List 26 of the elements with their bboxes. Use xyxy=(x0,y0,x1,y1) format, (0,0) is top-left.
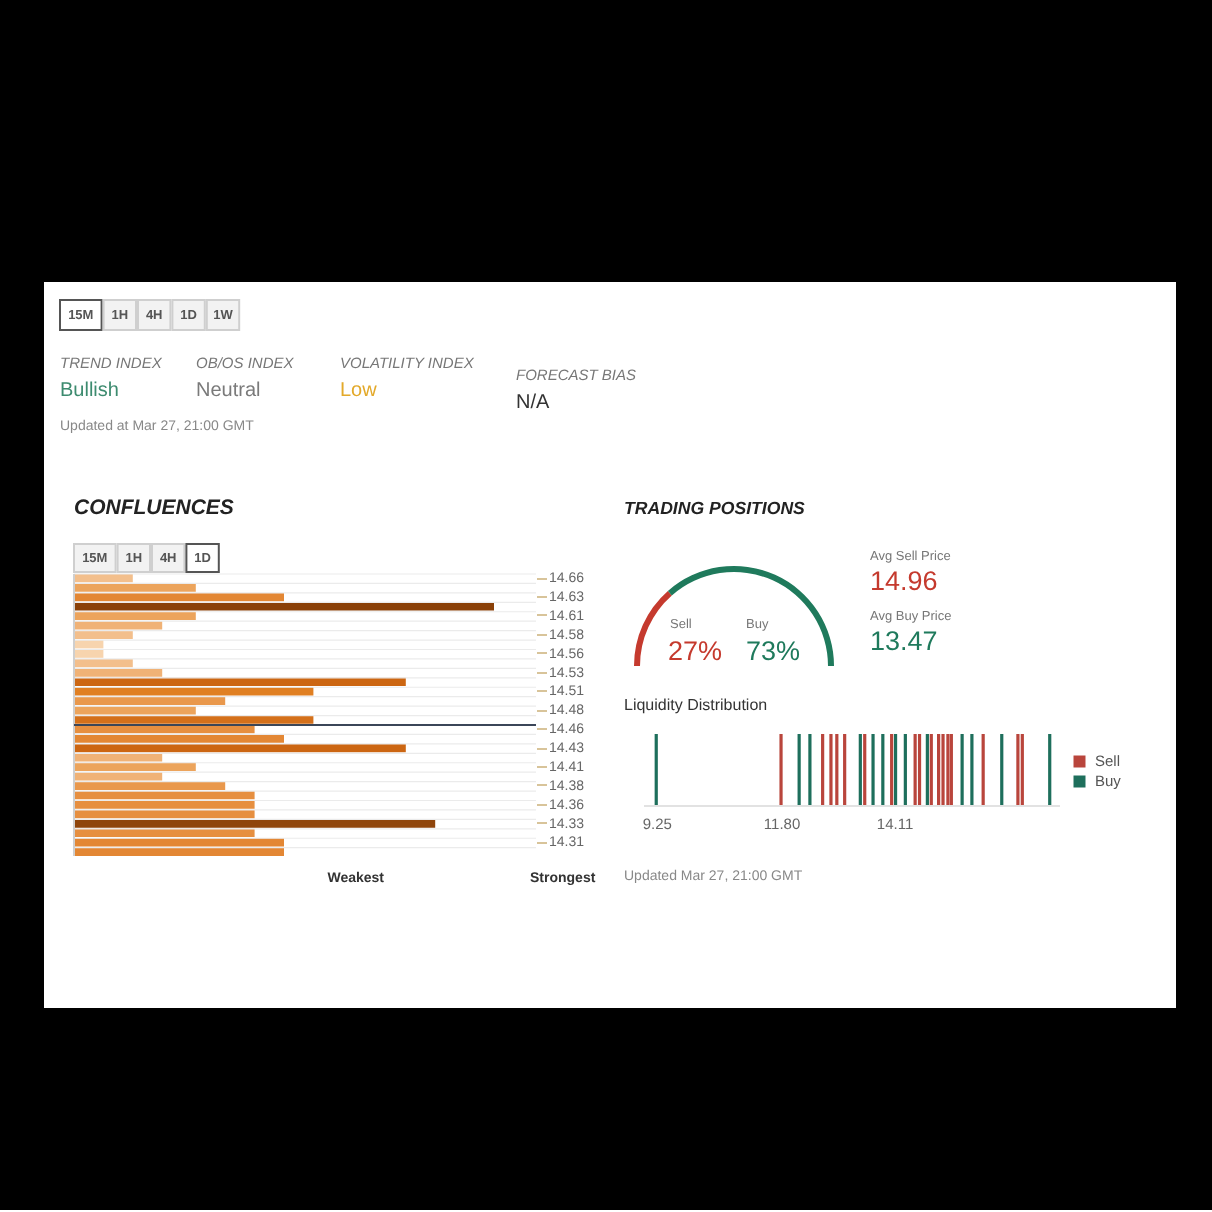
bar xyxy=(74,762,196,772)
bar xyxy=(74,819,436,828)
bar xyxy=(74,753,163,762)
bar xyxy=(74,677,406,687)
bar xyxy=(74,649,104,658)
text: Bullish xyxy=(60,380,119,402)
bar xyxy=(74,847,284,856)
bar xyxy=(74,630,133,639)
data-label: 73% xyxy=(746,636,801,666)
chart-title: Liquidity Distribution xyxy=(624,696,768,714)
bar xyxy=(74,715,314,724)
bar xyxy=(74,668,163,677)
text: Neutral xyxy=(196,380,261,402)
bar xyxy=(74,602,494,611)
bar xyxy=(74,734,284,743)
chart-title: TRADING POSITIONS xyxy=(624,498,806,518)
text: 14.96 xyxy=(870,566,938,596)
text: 13.47 xyxy=(870,626,938,656)
bar xyxy=(74,611,196,621)
text: Low xyxy=(340,380,379,402)
bar xyxy=(74,687,314,696)
chart-title: CONFLUENCES xyxy=(74,496,234,520)
bar xyxy=(74,583,196,592)
data-label: 27% xyxy=(668,636,723,666)
bar xyxy=(74,696,226,705)
text: N/A xyxy=(516,392,550,414)
